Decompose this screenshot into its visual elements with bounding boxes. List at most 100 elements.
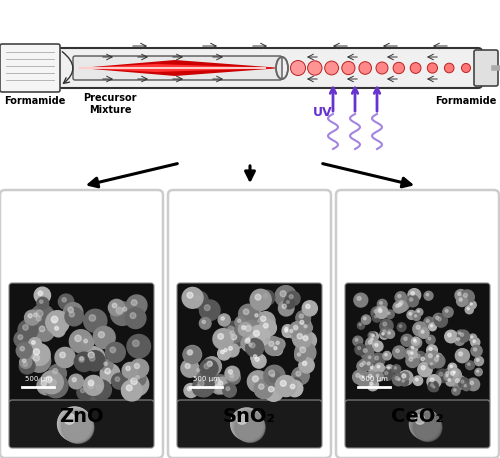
Circle shape [382,369,394,380]
Circle shape [287,327,298,338]
Circle shape [264,294,268,298]
Circle shape [400,325,402,327]
Circle shape [376,62,388,74]
Circle shape [238,304,258,324]
Circle shape [358,322,364,329]
Circle shape [224,322,243,341]
Circle shape [193,376,214,397]
Circle shape [395,292,406,303]
Circle shape [418,328,429,338]
Circle shape [371,307,384,319]
Text: CeO₂: CeO₂ [391,408,444,426]
Circle shape [254,330,260,336]
Circle shape [366,371,378,384]
Circle shape [42,381,46,386]
Circle shape [360,375,364,379]
Circle shape [413,413,442,441]
Circle shape [445,310,448,312]
Circle shape [184,383,198,398]
Circle shape [412,338,422,348]
Circle shape [298,353,300,356]
Circle shape [285,329,288,332]
Circle shape [424,291,433,300]
Circle shape [355,338,358,341]
Circle shape [238,319,241,322]
Circle shape [414,351,426,364]
Circle shape [34,322,54,341]
Circle shape [460,333,464,336]
Circle shape [428,323,436,331]
Circle shape [30,305,54,328]
Circle shape [196,369,200,372]
Circle shape [276,341,280,344]
Circle shape [65,307,84,326]
Circle shape [465,305,473,314]
Circle shape [64,303,83,322]
Circle shape [228,370,232,374]
Circle shape [324,61,338,75]
Circle shape [429,348,432,350]
Circle shape [473,340,476,343]
Circle shape [352,370,366,384]
Circle shape [368,374,372,378]
Circle shape [392,346,406,359]
Circle shape [236,413,265,442]
Circle shape [58,408,92,441]
Circle shape [357,360,369,372]
Circle shape [266,338,269,342]
Circle shape [284,298,294,309]
Circle shape [457,338,460,340]
Circle shape [234,411,264,442]
Circle shape [376,374,379,377]
Circle shape [410,345,418,353]
Circle shape [456,295,468,306]
Circle shape [378,309,382,312]
Circle shape [431,384,438,392]
Circle shape [185,364,190,369]
Circle shape [108,300,124,316]
Circle shape [410,298,413,301]
Circle shape [231,409,263,440]
Circle shape [232,409,263,441]
Circle shape [14,331,31,348]
Circle shape [425,350,439,365]
Circle shape [286,291,300,305]
Circle shape [18,335,23,339]
Circle shape [359,62,372,74]
Text: 500 μm: 500 μm [24,376,52,382]
Circle shape [428,338,430,340]
Text: UV: UV [313,106,332,119]
Circle shape [59,409,92,442]
Circle shape [430,325,432,327]
Circle shape [294,350,306,361]
Circle shape [230,408,262,440]
Circle shape [290,329,293,333]
Circle shape [364,360,376,371]
Circle shape [416,309,423,316]
Circle shape [302,361,307,365]
Circle shape [372,344,375,345]
Circle shape [398,303,402,306]
FancyBboxPatch shape [345,283,490,404]
Circle shape [260,319,276,336]
Circle shape [132,340,139,347]
Circle shape [368,336,378,345]
Circle shape [235,316,246,328]
Circle shape [416,378,418,381]
Circle shape [436,369,450,382]
Circle shape [467,378,479,391]
Circle shape [448,363,456,372]
Circle shape [367,362,370,365]
Circle shape [444,63,454,73]
Circle shape [224,349,227,352]
Circle shape [52,369,58,374]
Circle shape [414,413,442,441]
Circle shape [181,359,199,377]
Circle shape [302,301,318,316]
Circle shape [302,322,312,333]
Circle shape [446,376,456,386]
Circle shape [353,336,362,346]
Circle shape [461,380,464,383]
Circle shape [255,314,258,317]
Circle shape [430,384,434,387]
